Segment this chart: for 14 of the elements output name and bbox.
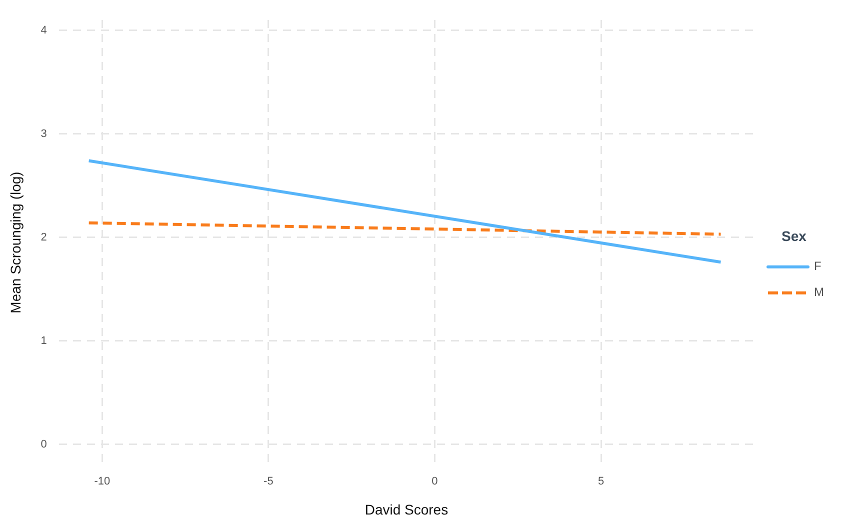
y-tick-label: 4 [40, 24, 47, 36]
x-tick-label: 5 [598, 476, 604, 488]
legend-label: F [814, 259, 822, 274]
legend-label: M [814, 285, 824, 300]
x-tick-label: -10 [94, 476, 110, 488]
y-axis-title: Mean Scrounging (log) [7, 172, 24, 314]
y-tick-label: 2 [40, 231, 47, 244]
y-tick-label: 3 [40, 128, 47, 140]
legend-title: Sex [782, 228, 807, 244]
x-tick-label: 0 [432, 476, 438, 488]
y-tick-label: 1 [40, 334, 47, 347]
y-tick-label: 0 [40, 438, 47, 450]
x-tick-label: -5 [264, 476, 274, 488]
x-axis-title: David Scores [364, 501, 448, 518]
